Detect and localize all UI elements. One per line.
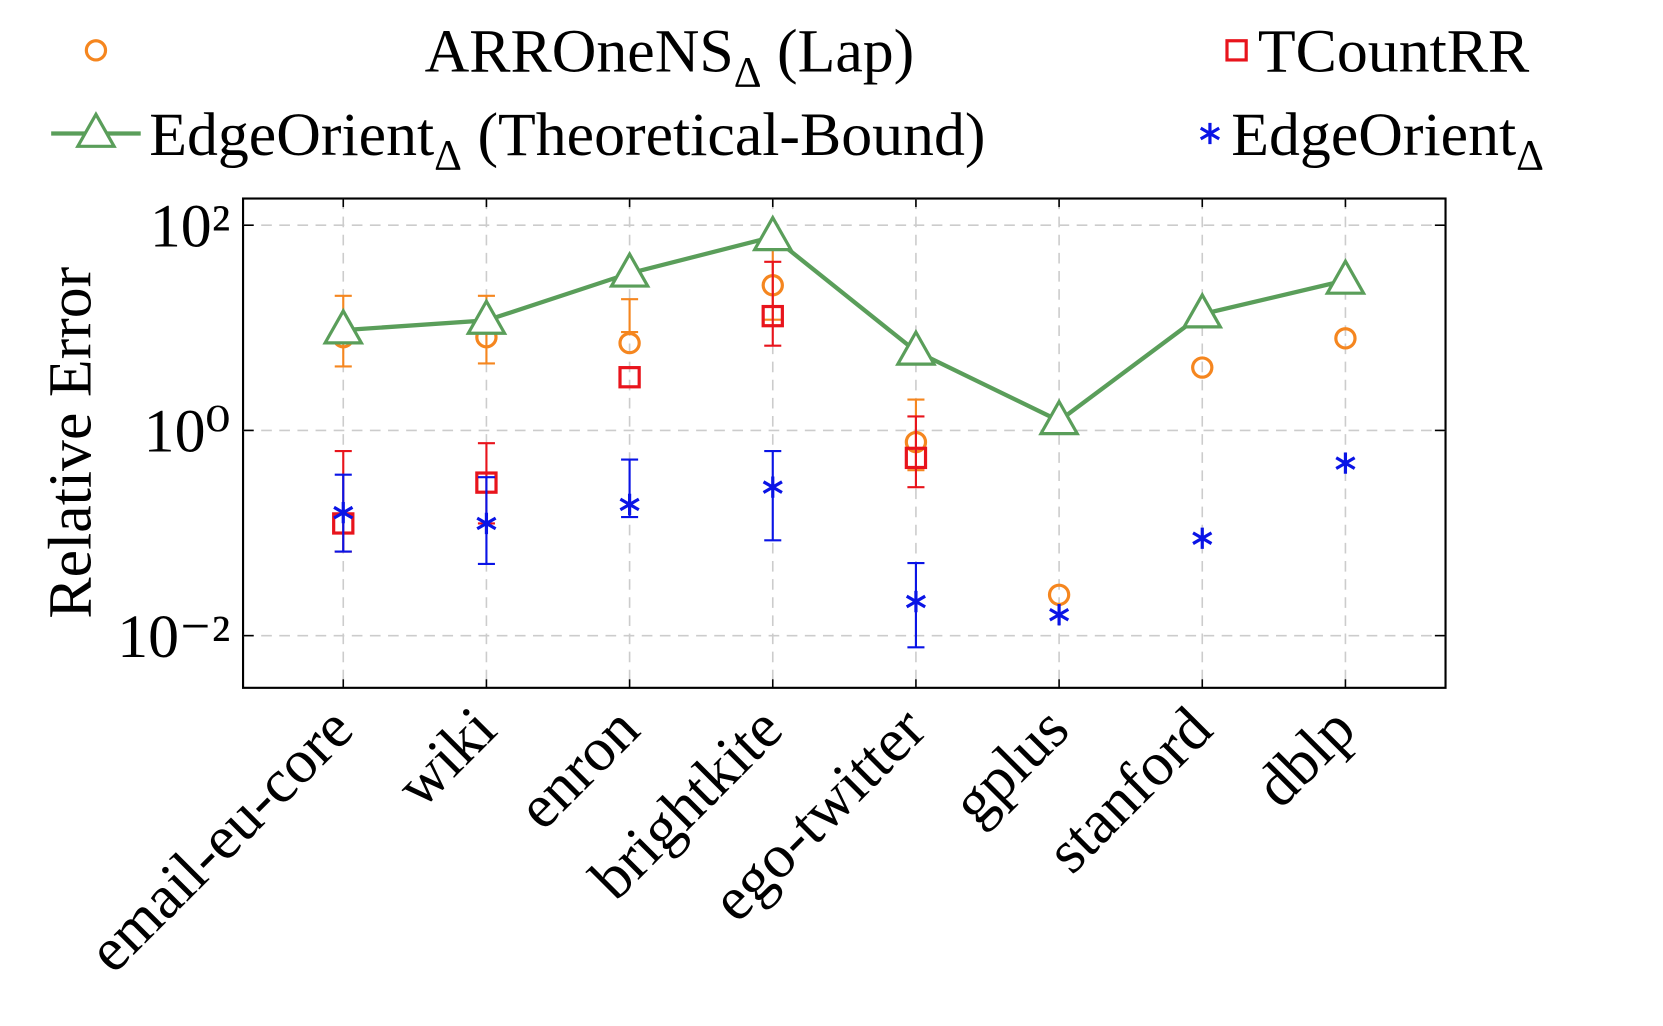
marker — [84, 39, 108, 62]
marker — [618, 331, 641, 355]
marker — [1038, 398, 1080, 436]
legend-label: EdgeOrientΔ — [1231, 101, 1544, 180]
marker — [476, 512, 497, 535]
marker — [322, 307, 365, 345]
marker — [1191, 356, 1214, 379]
marker — [1192, 527, 1213, 549]
marker — [619, 493, 640, 516]
y-tick-label: 10⁰ — [144, 398, 231, 466]
x-tick-label: email-eu-core — [75, 694, 366, 985]
marker — [762, 476, 783, 498]
marker — [761, 304, 784, 328]
x-tick-label: wiki — [383, 694, 509, 820]
marker — [1334, 327, 1357, 350]
marker — [618, 366, 641, 389]
marker — [905, 590, 926, 613]
marker — [1049, 604, 1070, 626]
legend-label: ARROneNSΔ (Lap) — [425, 18, 915, 97]
marker — [608, 250, 651, 288]
marker — [1225, 39, 1248, 62]
marker — [1199, 122, 1220, 145]
x-tick-label: dblp — [1242, 694, 1368, 820]
legend-label: TCountRR — [1258, 18, 1530, 86]
y-tick-label: 10⁻² — [117, 603, 230, 671]
y-tick-label: 10² — [150, 193, 230, 261]
marker — [1324, 257, 1367, 295]
series-line — [343, 234, 1346, 424]
marker — [1181, 291, 1224, 329]
y-axis-label: Relative Error — [37, 266, 105, 618]
legend-label: EdgeOrientΔ (Theoretical-Bound) — [149, 101, 985, 180]
marker — [465, 298, 508, 335]
marker — [895, 328, 937, 366]
plot-frame — [241, 197, 1447, 689]
legend: ARROneNSΔ (Lap) TCountRR EdgeOrientΔ (Theo… — [51, 18, 1544, 180]
marker — [333, 501, 354, 524]
marker — [904, 446, 928, 470]
marker — [751, 214, 794, 252]
marker — [1335, 452, 1356, 474]
marker — [75, 111, 117, 148]
